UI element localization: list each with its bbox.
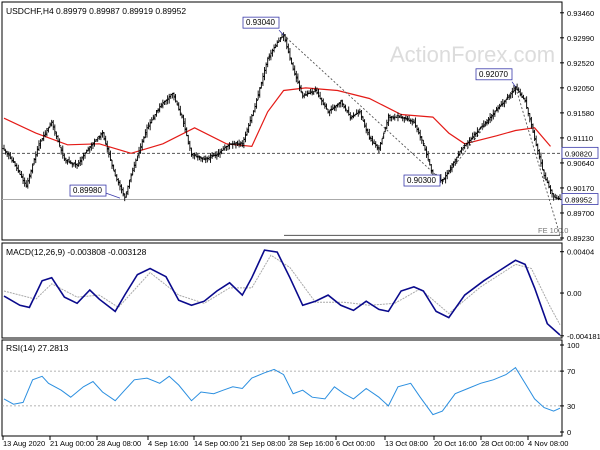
x-tick-label: 4 Nov 08:00 (528, 439, 568, 448)
y-tick-label: 0.93460 (567, 9, 594, 18)
price-panel: ActionForex.com 0.93040 0.92070 0.90300 0.8… (1, 1, 599, 243)
x-tick-label: 6 Oct 00:00 (336, 439, 375, 448)
rsi-label: RSI(14) 27.2813 (6, 343, 69, 353)
x-tick-label: 28 Oct 00:00 (481, 439, 524, 448)
x-tick-label: 28 Aug 08:00 (97, 439, 141, 448)
annotation-label: 0.92070 (479, 70, 508, 79)
rsi-y-tick-label: 0 (567, 428, 571, 437)
rsi-panel: RSI(14) 27.2813 100 70 30 0 (1, 339, 580, 437)
annotation-box (403, 174, 441, 187)
rsi-panel-frame (1, 339, 563, 437)
macd-label: MACD(12,26,9) -0.003808 -0.003128 (6, 247, 147, 257)
annotation-leader (105, 192, 121, 199)
x-tick-label: 13 Aug 2020 (3, 439, 45, 448)
macd-y-tick-label: 0.00 (567, 289, 582, 298)
rsi-line (3, 366, 561, 416)
macd-y-tick-label: -0.004181 (567, 332, 600, 341)
fibonacci-line (283, 34, 561, 236)
annotation-box (475, 68, 513, 81)
rsi-y-tick-label: 70 (567, 367, 575, 376)
rsi-y-tick-label: 100 (567, 341, 580, 350)
annotation-leader (278, 29, 284, 36)
y-tick-label: 0.89230 (567, 234, 594, 243)
ref-level-tag-box (561, 146, 599, 159)
x-tick-label: 4 Sep 16:00 (148, 439, 188, 448)
x-tick-label: 28 Sep 16:00 (289, 439, 334, 448)
fe-label: FE 100.0 (538, 226, 568, 235)
y-tick-label: 0.90640 (567, 159, 594, 168)
annotation-label: 0.89980 (73, 186, 102, 195)
price-panel-frame (1, 1, 563, 241)
annotation-leader (511, 81, 516, 88)
x-tick-label: 21 Sep 08:00 (241, 439, 286, 448)
current-price-tag: 0.89952 (565, 196, 592, 205)
y-tick-label: 0.91110 (567, 134, 593, 143)
current-price-tag-box (561, 193, 599, 205)
annotation-label: 0.93040 (246, 18, 275, 27)
x-tick-label: 21 Aug 00:00 (50, 439, 94, 448)
rsi-y-tick-label: 30 (567, 402, 575, 411)
y-tick-label: 0.89700 (567, 209, 594, 218)
ref-level-tag: 0.90820 (565, 149, 592, 158)
y-tick-label: 0.92990 (567, 34, 594, 43)
x-tick-label: 20 Oct 16:00 (434, 439, 477, 448)
y-tick-label: 0.90170 (567, 184, 594, 193)
x-tick-label: 14 Sep 00:00 (194, 439, 239, 448)
y-tick-label: 0.91580 (567, 109, 594, 118)
macd-panel: MACD(12,26,9) -0.003808 -0.003128 0.0040… (1, 242, 600, 341)
annotation-label: 0.90300 (407, 176, 436, 185)
moving-average-line (3, 87, 551, 154)
macd-y-tick-label: 0.00404 (567, 248, 594, 257)
macd-panel-frame (1, 242, 563, 339)
y-tick-label: 0.92520 (567, 59, 594, 68)
x-tick-label: 13 Oct 08:00 (385, 439, 428, 448)
y-tick-label: 0.92050 (567, 84, 594, 93)
chart-title: USDCHF,H4 0.89979 0.89987 0.89919 0.8995… (6, 6, 186, 16)
x-axis: 13 Aug 2020 21 Aug 00:00 28 Aug 08:00 4 Sep… (2, 436, 568, 448)
macd-line (3, 249, 561, 336)
annotation-box (69, 184, 107, 197)
annotation-box (242, 16, 280, 29)
watermark: ActionForex.com (390, 42, 555, 67)
